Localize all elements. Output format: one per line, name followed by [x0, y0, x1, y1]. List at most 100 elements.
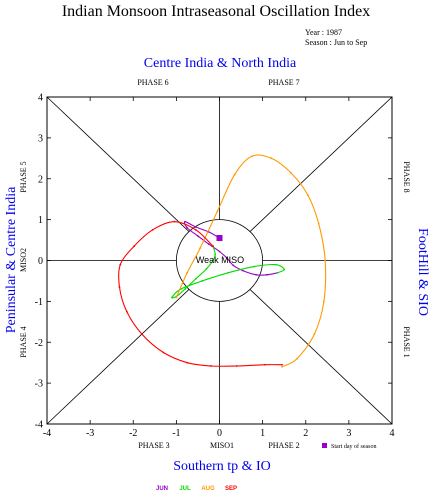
series-point-aug [216, 210, 219, 213]
series-point-aug [313, 333, 316, 335]
y-axis-label: MISO2 [19, 248, 28, 272]
series-point-jul [171, 296, 173, 299]
series-point-sep [162, 351, 165, 354]
series-point-jun [255, 273, 258, 276]
series-point-sep [194, 228, 197, 231]
y-tick-label: -3 [35, 379, 43, 390]
legend-jun: JUN [156, 486, 168, 492]
series-point-jun [194, 226, 197, 228]
year-label: Year : 1987 [305, 28, 342, 37]
series-point-aug [186, 271, 189, 274]
y-tick-label: 1 [38, 215, 43, 226]
y-tick-label: 4 [38, 93, 43, 104]
series-line-jun [183, 221, 278, 276]
start-legend-label: Start day of season [331, 443, 377, 450]
y-tick-label: -4 [35, 420, 43, 431]
phase-1-label: PHASE 1 [402, 326, 411, 357]
series-point-jul [212, 259, 214, 262]
series-point-jun [266, 273, 268, 276]
x-tick-label: -3 [86, 428, 94, 439]
region-left-label: Peninsular & Centre India [4, 186, 19, 333]
series-point-sep [133, 245, 136, 248]
series-point-jul [253, 265, 255, 268]
series-point-jul [201, 280, 204, 282]
y-tick-label: 0 [38, 256, 43, 267]
chart-title: Indian Monsoon Intraseasonal Oscillation… [62, 3, 370, 20]
series-point-jul [214, 253, 217, 256]
series-layer [118, 154, 327, 368]
phase-3-label: PHASE 3 [138, 441, 169, 450]
series-point-aug [250, 155, 253, 158]
x-tick-label: 2 [303, 428, 308, 439]
x-tick-label: -2 [129, 428, 137, 439]
series-point-aug [270, 157, 273, 160]
legend-jul: JUL [179, 486, 191, 492]
series-point-jul [194, 277, 197, 280]
series-point-jul [227, 271, 230, 274]
series-point-aug [233, 173, 236, 176]
region-right-label: FootHill & SIO [415, 228, 430, 316]
series-point-jul [283, 268, 286, 271]
series-point-aug [289, 171, 292, 174]
x-tick-label: 4 [390, 428, 395, 439]
series-point-aug [281, 365, 283, 368]
x-axis-label: MISO1 [210, 441, 234, 450]
series-point-aug [296, 357, 299, 360]
series-point-sep [173, 220, 176, 223]
season-label: Season : Jun to Sep [305, 38, 367, 47]
series-point-sep [151, 228, 154, 231]
phase-6-label: PHASE 6 [137, 78, 168, 87]
phase-7-label: PHASE 7 [268, 78, 299, 87]
series-point-jun [197, 235, 199, 237]
x-tick-label: -1 [172, 428, 180, 439]
series-point-jun [184, 220, 186, 223]
series-point-sep [186, 361, 189, 364]
series-point-jun [242, 269, 245, 272]
y-tick-label: -1 [35, 297, 43, 308]
series-point-sep [125, 310, 128, 313]
region-bottom-label: Southern tp & IO [173, 459, 271, 474]
x-tick-label: 1 [260, 428, 265, 439]
legend-sep: SEP [225, 486, 237, 492]
series-point-aug [199, 247, 201, 250]
series-point-aug [307, 194, 309, 197]
series-point-aug [175, 296, 178, 299]
y-tick-label: 2 [38, 174, 43, 185]
x-tick-label: -4 [43, 428, 51, 439]
phase-4-label: PHASE 4 [19, 326, 28, 357]
x-tick-label: 3 [346, 428, 351, 439]
series-point-sep [263, 363, 266, 366]
start-legend-marker [322, 443, 327, 448]
series-point-aug [317, 222, 320, 225]
y-tick-label: 3 [38, 133, 43, 144]
series-point-jul [205, 267, 208, 270]
series-point-aug [322, 300, 325, 303]
phase-5-label: PHASE 5 [19, 161, 28, 192]
series-point-jun [226, 257, 229, 260]
series-point-jun [218, 250, 221, 253]
series-point-jun [186, 226, 189, 229]
weak-miso-label: Weak MISO [196, 255, 244, 265]
series-point-sep [209, 365, 212, 367]
legend-aug: AUG [201, 486, 215, 492]
series-point-jul [184, 288, 186, 291]
start-day-marker [216, 235, 223, 242]
region-top-label: Centre India & North India [144, 56, 297, 71]
series-point-sep [119, 263, 122, 266]
axis-ticks: -4 -3 -2 -1 0 1 2 3 4 -4 -3 -2 -1 0 1 2 3 4 [35, 93, 395, 440]
series-point-sep [235, 365, 238, 367]
weak-miso-circle [175, 219, 264, 302]
phase-8-label: PHASE 8 [402, 161, 411, 192]
series-point-sep [212, 245, 214, 248]
series-point-sep [140, 333, 143, 335]
series-point-jul [276, 271, 279, 274]
series-point-aug [324, 259, 327, 262]
series-point-jul [274, 263, 277, 266]
x-tick-label: 0 [217, 428, 222, 439]
phase-2-label: PHASE 2 [268, 441, 299, 450]
series-point-sep [118, 286, 121, 288]
y-tick-label: -2 [35, 338, 43, 349]
series-point-jun [232, 264, 235, 267]
series-point-sep [281, 363, 283, 366]
